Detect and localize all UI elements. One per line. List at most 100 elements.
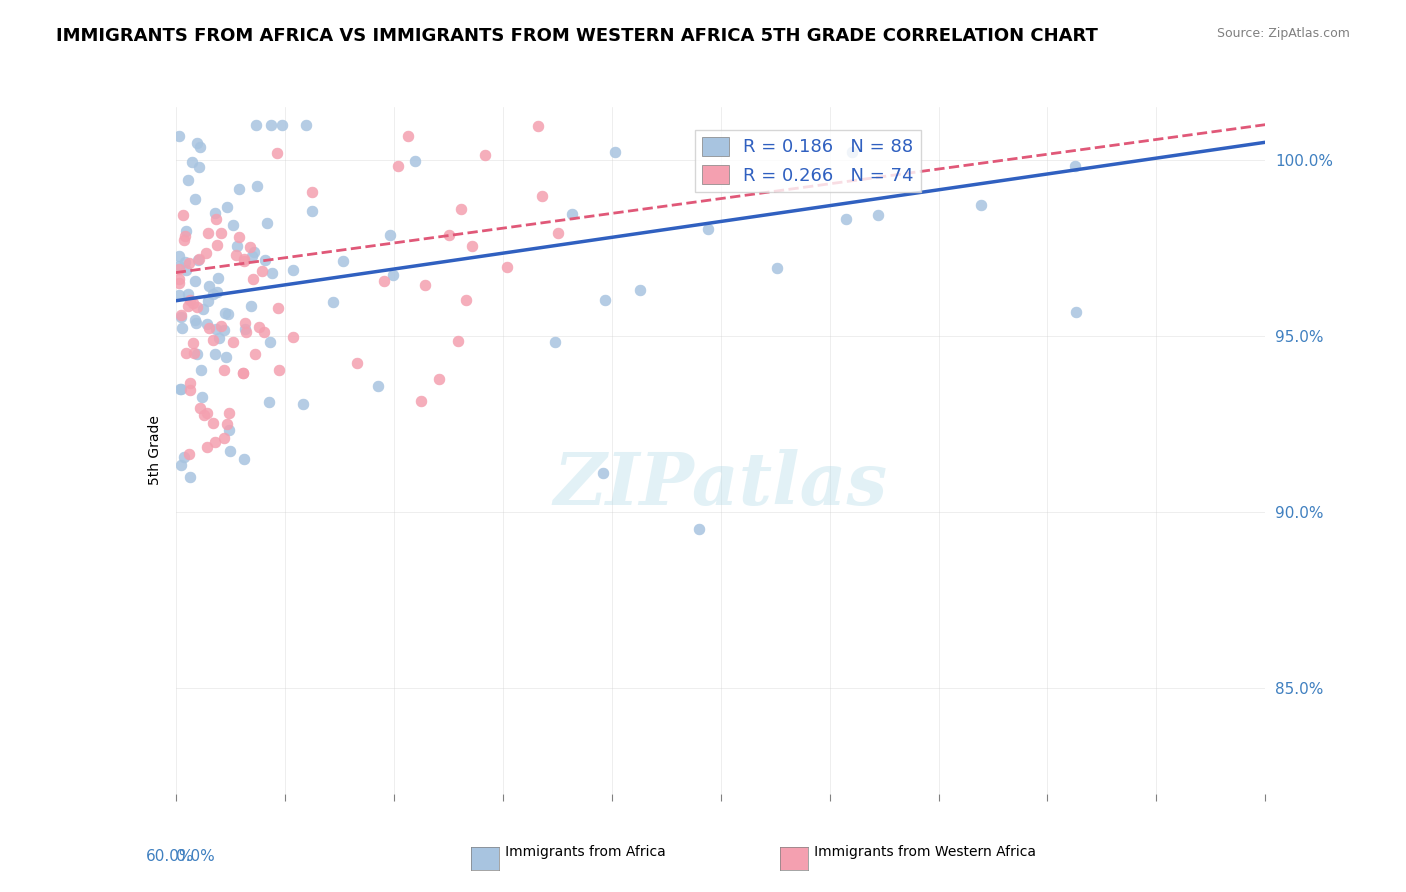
Point [697, 222, 720, 236]
Point [193, 408, 215, 422]
Point [184, 316, 207, 330]
Point [172, 208, 194, 222]
Point [184, 192, 207, 206]
Point [173, 233, 195, 247]
Point [173, 255, 195, 269]
Point [209, 319, 232, 334]
Point [186, 136, 208, 150]
Point [188, 160, 211, 174]
Point [228, 230, 250, 244]
Point [281, 263, 304, 277]
Point [172, 321, 194, 335]
Point [214, 363, 236, 377]
Point [174, 345, 197, 359]
Point [195, 440, 218, 454]
Point [247, 320, 270, 334]
Point [177, 286, 200, 301]
Point [270, 118, 292, 132]
Point [260, 266, 283, 280]
Point [177, 256, 200, 270]
Text: ZIPatlas: ZIPatlas [554, 450, 887, 520]
Point [373, 274, 395, 288]
Point [207, 270, 229, 285]
Point [301, 186, 323, 200]
Point [225, 238, 247, 252]
Text: IMMIGRANTS FROM AFRICA VS IMMIGRANTS FROM WESTERN AFRICA 5TH GRADE CORRELATION C: IMMIGRANTS FROM AFRICA VS IMMIGRANTS FRO… [56, 27, 1098, 45]
Point [242, 272, 264, 286]
Point [181, 296, 204, 310]
Point [835, 212, 858, 227]
Point [188, 401, 211, 415]
Point [322, 295, 344, 310]
Point [179, 470, 201, 484]
Point [396, 128, 419, 143]
Point [593, 293, 616, 307]
Point [332, 253, 354, 268]
Point [547, 226, 569, 240]
Point [246, 179, 269, 194]
Point [190, 363, 212, 377]
Point [197, 226, 219, 240]
Point [603, 145, 626, 159]
Point [170, 308, 193, 322]
Point [219, 443, 242, 458]
Point [253, 253, 276, 268]
Point [169, 261, 191, 276]
Text: Immigrants from Western Africa: Immigrants from Western Africa [801, 846, 1036, 859]
Point [215, 350, 238, 364]
Point [169, 382, 191, 396]
Point [460, 239, 482, 253]
Point [169, 259, 191, 273]
Point [195, 405, 218, 419]
Point [427, 372, 450, 386]
Point [170, 382, 193, 396]
Point [267, 301, 290, 315]
Point [225, 247, 247, 261]
Point [207, 285, 229, 300]
Point [174, 263, 197, 277]
Point [173, 228, 195, 243]
Point [217, 417, 239, 431]
Text: 60.0%: 60.0% [145, 849, 194, 863]
Text: Immigrants from Africa: Immigrants from Africa [492, 846, 666, 859]
Text: Source: ZipAtlas.com: Source: ZipAtlas.com [1216, 27, 1350, 40]
Point [495, 260, 517, 275]
Point [188, 139, 211, 153]
Point [295, 118, 318, 132]
Point [218, 407, 240, 421]
Point [212, 431, 235, 445]
Point [367, 379, 389, 393]
Point [208, 331, 231, 345]
Point [197, 294, 219, 309]
Point [233, 316, 256, 330]
Point [191, 301, 214, 316]
Point [266, 145, 288, 160]
Point [1066, 304, 1088, 318]
Point [170, 458, 193, 473]
Point [413, 278, 436, 293]
Point [198, 278, 221, 293]
Point [260, 118, 283, 132]
Point [439, 228, 461, 243]
Point [628, 283, 651, 297]
Y-axis label: 5th Grade: 5th Grade [148, 416, 162, 485]
Point [228, 182, 250, 196]
Point [169, 129, 191, 144]
Point [450, 202, 472, 216]
Point [381, 268, 404, 282]
Point [766, 260, 789, 275]
Point [222, 218, 245, 232]
Point [456, 293, 478, 308]
Point [530, 188, 553, 202]
Point [291, 397, 314, 411]
Text: 0.0%: 0.0% [176, 849, 215, 863]
Point [592, 466, 614, 480]
Point [404, 154, 426, 169]
Point [179, 383, 201, 397]
Point [250, 263, 273, 277]
Point [174, 224, 197, 238]
Point [183, 345, 205, 359]
Point [187, 252, 209, 266]
Point [202, 333, 225, 347]
Point [214, 323, 236, 337]
